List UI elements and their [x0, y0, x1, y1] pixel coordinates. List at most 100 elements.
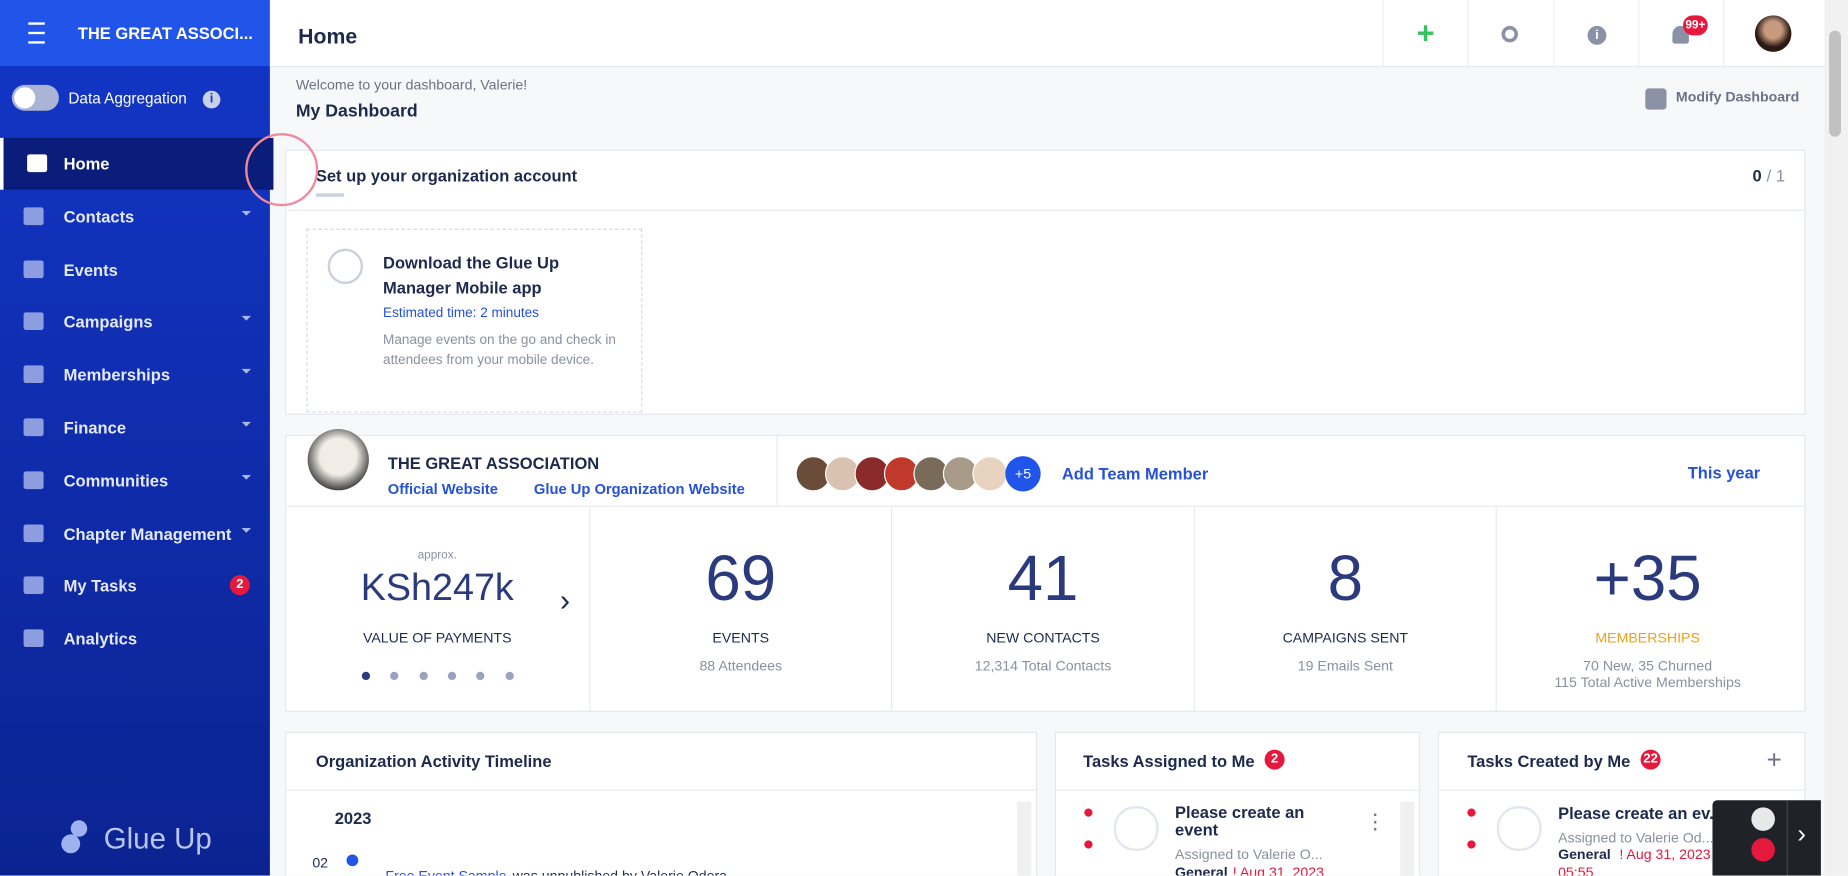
created-title: Tasks Created by Me [1467, 751, 1631, 771]
stat-value: 41 [1007, 543, 1079, 615]
assigned-title: Tasks Assigned to Me [1083, 751, 1255, 771]
check-icon[interactable] [1496, 806, 1542, 851]
toggle[interactable] [11, 84, 59, 111]
nav-item[interactable]: Events [0, 243, 270, 295]
nav-item[interactable]: Chapter Management [0, 507, 270, 559]
nav-item[interactable]: Communities [0, 455, 270, 507]
nav-item[interactable]: My Tasks 2 [0, 560, 270, 612]
dropdown-arrow [241, 316, 252, 322]
official-website[interactable]: Official Website [387, 480, 499, 498]
stat-label: NEW CONTACTS [986, 629, 1100, 646]
stat-label: EVENTS [712, 629, 770, 646]
sidebar: THE GREAT ASSOCI... Data Aggregation i G… [0, 0, 274, 876]
brand-bar: THE GREAT ASSOCI... [0, 0, 270, 66]
stat-cell: +35 MEMBERSHIPS 70 New, 35 Churned 115 Tota… [1495, 506, 1799, 711]
nav-item[interactable]: Home [0, 137, 274, 190]
drag-handle[interactable] [1084, 808, 1093, 849]
scrollbar[interactable] [1400, 801, 1415, 876]
modify-dashboard[interactable]: Modify Dashboard [1675, 88, 1800, 105]
settings-button[interactable] [1467, 0, 1553, 66]
timeline-link[interactable]: Free Event Sample [385, 867, 507, 876]
avatar[interactable] [1723, 0, 1826, 66]
info-icon[interactable]: i [202, 90, 221, 109]
recording-widget: › [1712, 800, 1821, 876]
team-avatar [795, 456, 831, 492]
carousel-dot[interactable] [476, 671, 485, 681]
stat-sub: 12,314 Total Contacts [974, 657, 1112, 675]
info-button[interactable]: i [1553, 0, 1639, 66]
divider [1786, 800, 1788, 876]
team-more[interactable]: +5 [1005, 456, 1041, 492]
page-title: Home [298, 24, 358, 49]
divider [1055, 789, 1419, 791]
nav-icon [23, 523, 44, 542]
nav-item[interactable]: Campaigns [0, 296, 270, 348]
period-select[interactable]: This year [1687, 463, 1761, 483]
add-team-member[interactable]: Add Team Member [1061, 464, 1209, 484]
menu-icon[interactable] [28, 22, 45, 44]
nav-item[interactable]: Contacts [0, 191, 270, 243]
stats-row: approx. KSh247k VALUE OF PAYMENTS › 69 EVENTS… [286, 506, 1804, 711]
task-title: Please create an ev... [1558, 803, 1723, 823]
org-panel: THE GREAT ASSOCIATION Official Website G… [285, 428, 1806, 712]
nav-icon [23, 259, 44, 278]
carousel-dot[interactable] [390, 671, 399, 681]
task-tag: General [1558, 846, 1611, 863]
scroll-thumb[interactable] [1829, 30, 1841, 137]
timeline-title: Organization Activity Timeline [315, 751, 552, 771]
team-avatar [913, 456, 949, 492]
card-description: Manage events on the go and check in att… [383, 333, 616, 368]
task-card[interactable]: Download the Glue Up Manager Mobile app … [306, 228, 643, 413]
scrollbar[interactable] [1824, 0, 1848, 876]
stat-cell: 8 CAMPAIGNS SENT 19 Emails Sent [1193, 506, 1496, 711]
stat-sub: 115 Total Active Memberships [1554, 674, 1741, 691]
nav-item[interactable]: Analytics [0, 613, 270, 665]
nav-label: Communities [63, 471, 169, 491]
stat-value: 8 [1327, 543, 1364, 615]
check-icon [327, 248, 363, 285]
add-button[interactable]: + [1382, 0, 1468, 66]
carousel-dot[interactable] [447, 671, 456, 681]
carousel-dot[interactable] [361, 671, 371, 681]
pause-button[interactable] [1751, 807, 1775, 831]
stat-cell: 69 EVENTS 88 Attendees [588, 506, 892, 711]
progress-total: / 1 [1766, 166, 1786, 186]
scrollbar[interactable] [1017, 801, 1032, 876]
carousel-next[interactable]: › [559, 582, 571, 618]
nav-label: Analytics [63, 629, 138, 649]
expand-button[interactable]: › [1797, 819, 1806, 849]
nav-label: Campaigns [63, 312, 153, 332]
organization-website[interactable]: Glue Up Organization Website [533, 480, 745, 498]
carousel-dot[interactable] [505, 671, 514, 681]
task-menu[interactable]: ⋮ [1364, 809, 1386, 834]
modify-icon[interactable] [1645, 88, 1667, 110]
divider [286, 789, 1036, 791]
nav-label: Home [63, 154, 110, 174]
nav-label: Finance [63, 418, 126, 438]
nav-item[interactable]: Finance [0, 402, 270, 454]
add-task[interactable]: + [1766, 744, 1782, 775]
notifications-button[interactable]: 99+ [1638, 0, 1724, 66]
timeline-panel: Organization Activity Timeline 2023 02 F… [285, 731, 1038, 876]
nav-icon [27, 154, 48, 173]
dropdown-arrow [241, 421, 252, 427]
nav-icon [23, 576, 44, 595]
drag-handle[interactable] [1467, 808, 1476, 849]
welcome: Welcome to your dashboard, Valerie! [295, 76, 528, 94]
nav-label: Chapter Management [63, 523, 232, 543]
org-name: THE GREAT ASSOCIATION [387, 453, 600, 473]
header: Home + i 99+ [269, 0, 1826, 68]
stop-button[interactable] [1751, 837, 1775, 862]
stat-cell: approx. KSh247k VALUE OF PAYMENTS › [286, 507, 588, 711]
check-icon[interactable] [1113, 806, 1159, 851]
task-time: 05:55 [1558, 863, 1594, 876]
setup-panel: Set up your organization account 0 / 1 D… [285, 149, 1806, 415]
stat-cell: 41 NEW CONTACTS 12,314 Total Contacts [890, 506, 1194, 711]
carousel-dot[interactable] [419, 671, 428, 681]
nav-item[interactable]: Memberships [0, 349, 270, 401]
task-due: ! Aug 31, 2023 [1232, 863, 1325, 876]
dropdown-arrow [241, 369, 252, 374]
divider [1439, 789, 1805, 791]
